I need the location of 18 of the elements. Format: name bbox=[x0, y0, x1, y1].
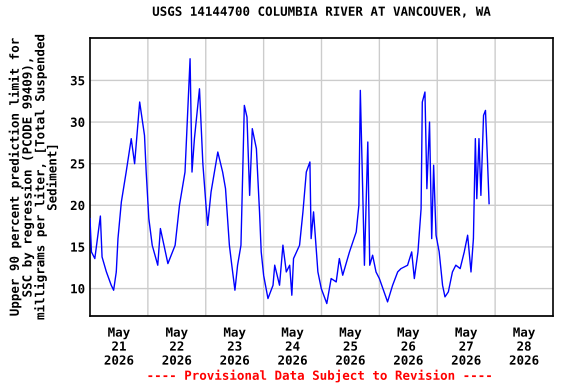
x-tick-label: May 24 2026 bbox=[278, 327, 307, 365]
y-tick-label: 30 bbox=[70, 118, 84, 127]
x-tick-label: May 25 2026 bbox=[336, 327, 365, 365]
y-tick-label: 35 bbox=[70, 76, 84, 86]
chart-title: USGS 14144700 COLUMBIA RIVER AT VANCOUVER, WA bbox=[152, 6, 491, 18]
text: ---- Provisional Data Subject to Revision ---- bbox=[148, 370, 491, 382]
x-tick-label: May 28 2026 bbox=[510, 327, 538, 365]
x-tick-label: May 23 2026 bbox=[220, 327, 250, 365]
x-tick-label: May 26 2026 bbox=[394, 327, 423, 365]
y-axis-title: Upper 90 percent prediction limit for SSC by regression (PCODE 99409), milligrams per liter, [Total Suspended Sediment] bbox=[8, 34, 58, 320]
x-tick-label: May 27 2026 bbox=[452, 327, 481, 365]
line-series bbox=[90, 58, 490, 304]
x-tick-label: May 22 2026 bbox=[162, 327, 192, 365]
y-tick-label: 10 bbox=[71, 284, 84, 294]
x-tick-label: May 21 2026 bbox=[104, 327, 134, 365]
y-tick-label: 25 bbox=[70, 159, 84, 169]
y-tick-label: 15 bbox=[71, 242, 84, 252]
y-tick-label: 20 bbox=[70, 200, 84, 210]
